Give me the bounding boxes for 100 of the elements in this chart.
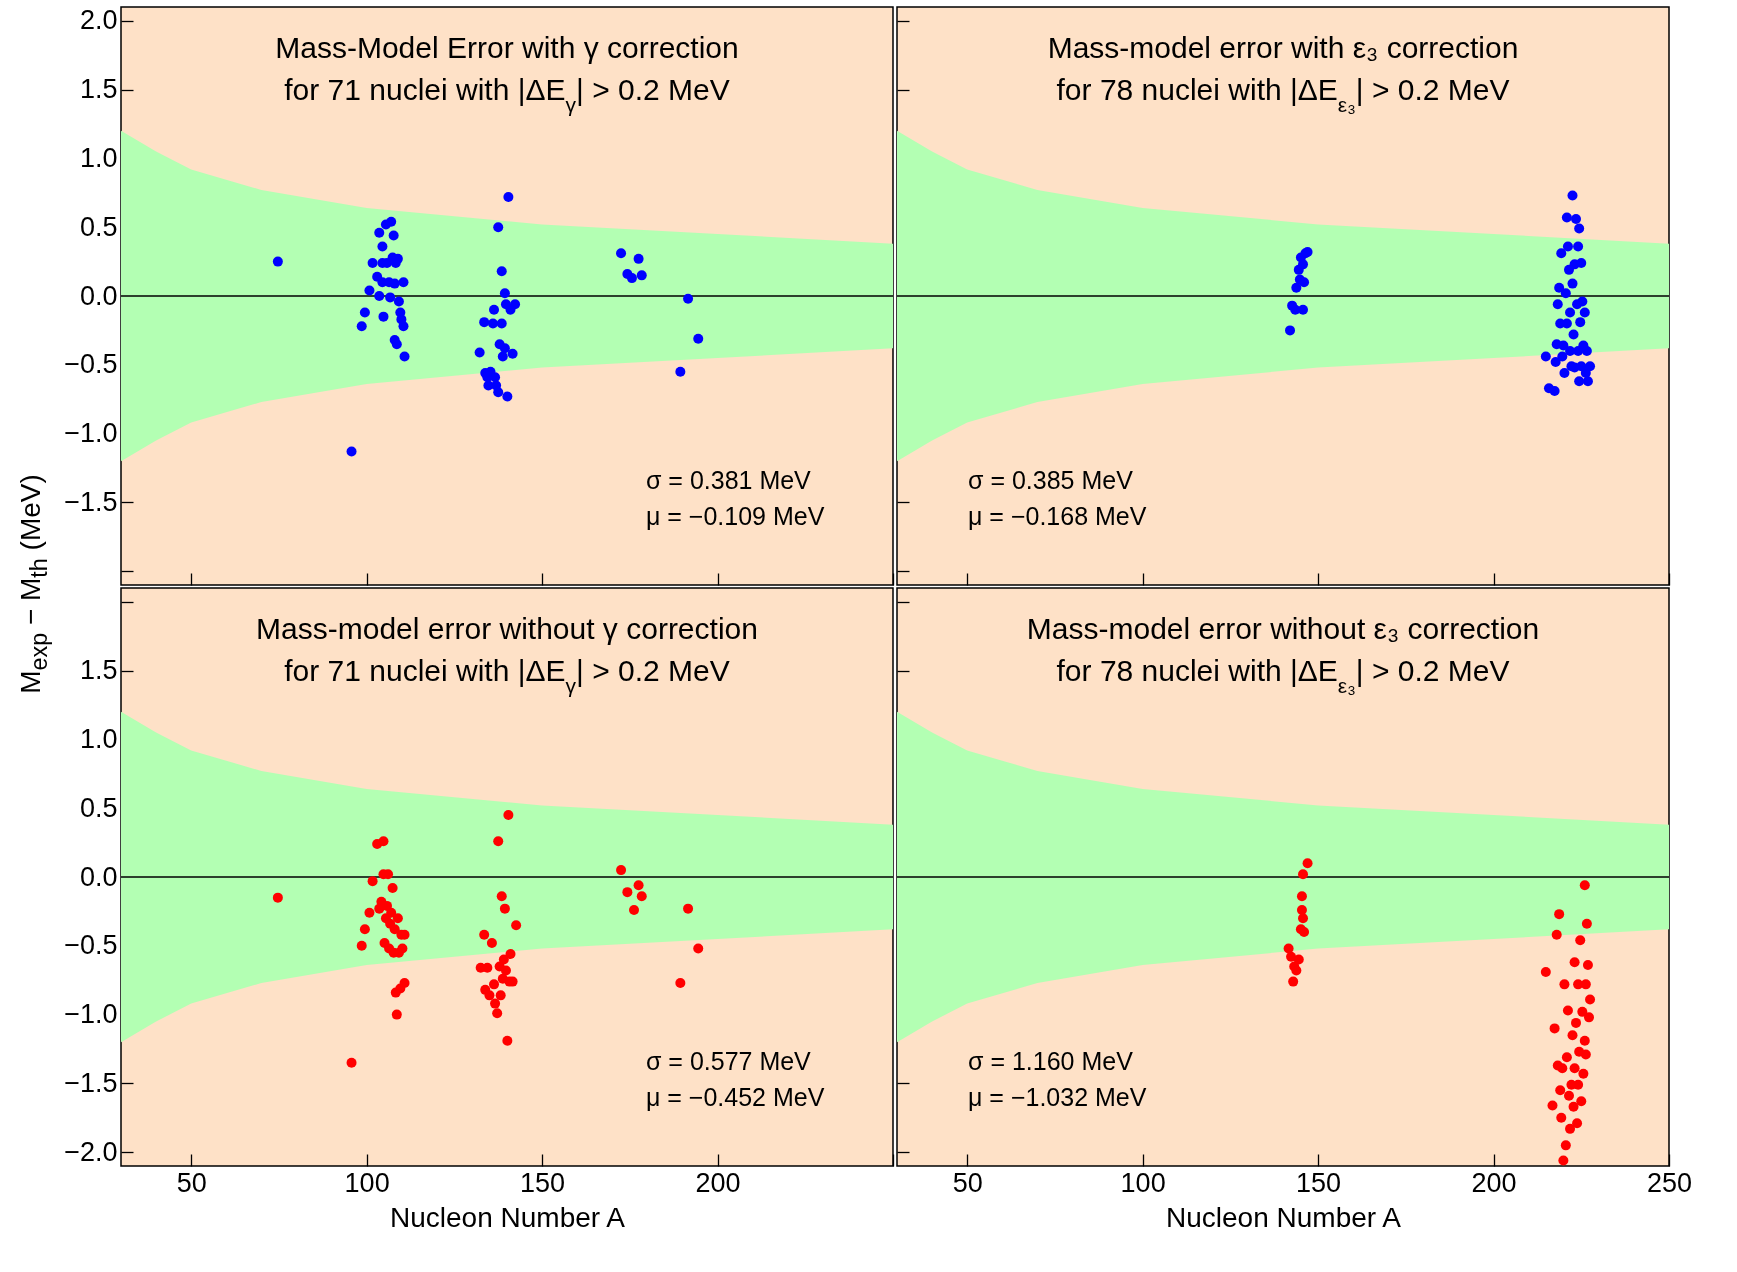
annotation: μ = −1.032 MeV	[968, 1082, 1147, 1111]
point	[1285, 325, 1296, 336]
text: for 78 nuclei with |ΔE$_{ε₃}$| > 0.2 MeV	[1056, 73, 1510, 116]
point	[1296, 905, 1307, 916]
point	[1577, 1006, 1588, 1017]
annotation: μ = −0.452 MeV	[645, 1082, 825, 1111]
point	[1555, 1085, 1566, 1096]
y-tick-label: 2.0	[79, 5, 118, 36]
point	[1573, 241, 1584, 252]
point	[1559, 368, 1570, 379]
point	[1574, 223, 1585, 234]
point	[1581, 918, 1592, 929]
point	[1554, 282, 1565, 293]
point	[1571, 1017, 1582, 1028]
point	[1567, 278, 1578, 289]
y-tick-label: 1.0	[79, 723, 118, 754]
annotation: σ = 0.381 MeV	[645, 465, 812, 494]
point	[1302, 858, 1313, 869]
point	[1560, 1140, 1571, 1151]
point	[1562, 241, 1573, 252]
point	[1558, 340, 1569, 351]
y-tick-label: 1.5	[79, 655, 118, 686]
annotation: σ = 1.160 MeV	[968, 1046, 1134, 1075]
text: Mass-Model Error with γ correction	[275, 31, 739, 64]
point	[1581, 346, 1592, 357]
point	[1576, 257, 1587, 268]
point	[1549, 385, 1560, 396]
point	[1298, 304, 1308, 315]
point	[1579, 1035, 1590, 1046]
point	[1580, 1049, 1591, 1060]
point	[1585, 361, 1596, 372]
y-tick-label: −2.0	[64, 1136, 118, 1167]
y-tick-label: 0.5	[79, 211, 118, 242]
point	[1579, 880, 1590, 891]
text: for 71 nuclei with |ΔE$_{γ}$| > 0.2 MeV	[284, 654, 730, 697]
point	[1563, 264, 1574, 275]
text: Mass-model error with ε₃ correction	[1047, 31, 1519, 64]
y-tick-label: 1.0	[79, 142, 118, 173]
point	[1563, 1090, 1574, 1101]
point	[1549, 1023, 1560, 1034]
annotation: μ = −0.109 MeV	[645, 501, 825, 530]
y-tick-label: −1.5	[64, 1067, 118, 1098]
x-tick-label: 200	[695, 1167, 741, 1198]
point	[1567, 1030, 1578, 1041]
point	[1298, 259, 1308, 270]
point	[1565, 307, 1576, 318]
y-tick-label: 0.0	[79, 861, 118, 892]
annotation: σ = 0.577 MeV	[645, 1046, 812, 1075]
point	[1556, 1112, 1567, 1123]
y-tick-label: −0.5	[64, 930, 118, 961]
point	[1547, 1100, 1558, 1111]
point	[1291, 282, 1302, 293]
point	[1551, 929, 1562, 940]
text: for 78 nuclei with |ΔE$_{ε₃}$| > 0.2 MeV	[1056, 654, 1510, 697]
point	[1569, 1063, 1580, 1074]
point	[1575, 935, 1586, 946]
point	[1579, 307, 1590, 318]
point	[1561, 212, 1572, 223]
point	[1557, 351, 1568, 362]
point	[1552, 299, 1563, 310]
point	[1298, 913, 1308, 924]
y-tick-label: 0.0	[79, 280, 118, 311]
x-tick-label: 150	[520, 1167, 566, 1198]
point	[1291, 965, 1302, 976]
point	[1577, 296, 1588, 307]
point	[1288, 976, 1299, 987]
point	[1582, 376, 1593, 387]
text: Mass-model error without ε₃ correction	[1026, 612, 1540, 645]
y-tick-label: 0.5	[79, 792, 118, 823]
point	[1582, 960, 1593, 971]
x-tick-label: 100	[344, 1167, 390, 1198]
point	[1571, 213, 1582, 224]
y-tick-label: −1.5	[64, 486, 118, 517]
y-tick-label: 1.5	[79, 74, 118, 105]
text: Mass-model error without γ correction	[256, 612, 758, 645]
point	[1540, 966, 1551, 977]
point	[1559, 979, 1570, 990]
y-tick-label: −0.5	[64, 349, 118, 380]
point	[1576, 1096, 1587, 1107]
x-tick-label: 250	[1646, 1167, 1693, 1198]
y-tick-label: −1.0	[64, 999, 118, 1030]
point	[1550, 357, 1561, 368]
annotation: μ = −0.168 MeV	[968, 501, 1147, 530]
point	[1565, 1123, 1576, 1134]
x-axis-title: Nucleon Number A	[389, 1201, 626, 1233]
point	[1578, 1068, 1589, 1079]
point	[1298, 869, 1308, 880]
point	[1286, 951, 1297, 962]
point	[1293, 954, 1304, 965]
point	[1569, 957, 1580, 968]
point	[1568, 1101, 1579, 1112]
point	[1574, 376, 1585, 387]
annotation: σ = 0.385 MeV	[968, 465, 1134, 494]
point	[1585, 994, 1596, 1005]
point	[1567, 190, 1578, 201]
text: for 71 nuclei with |ΔE$_{γ}$| > 0.2 MeV	[284, 73, 730, 116]
point	[1540, 351, 1551, 362]
point	[1568, 329, 1579, 340]
point	[1573, 1079, 1584, 1090]
point	[1299, 927, 1310, 938]
